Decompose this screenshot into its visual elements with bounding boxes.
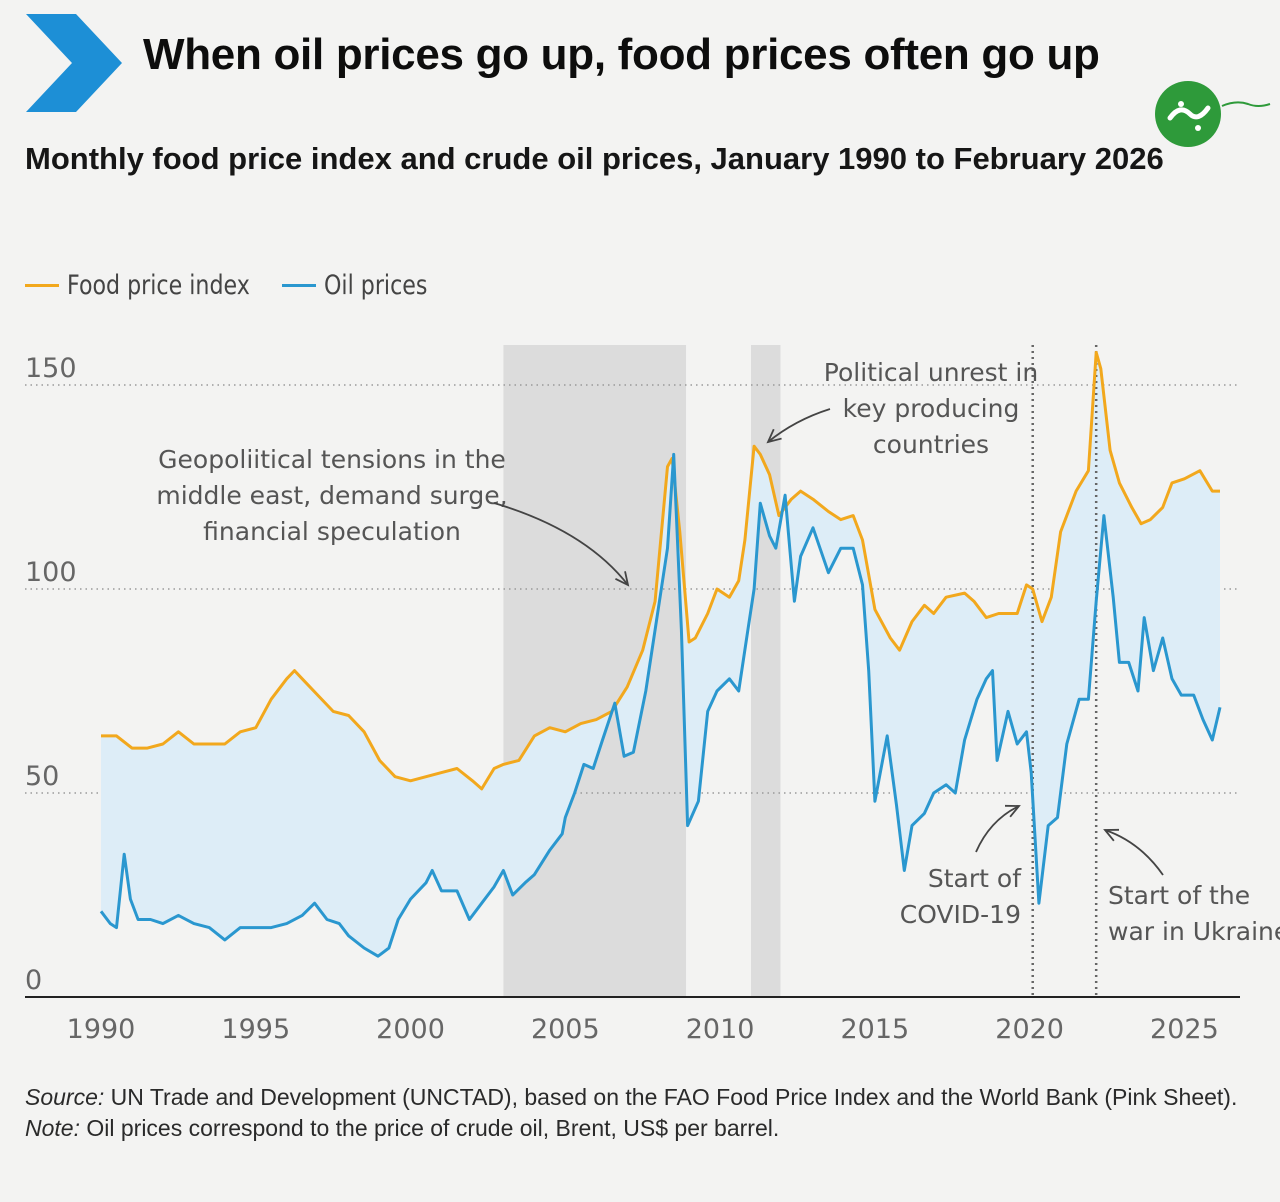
x-tick-label-1990: 1990 [67,1014,136,1045]
legend-label-oil: Oil prices [323,270,428,301]
note-text: Oil prices correspond to the price of cr… [79,1115,780,1141]
y-tick-label-0: 0 [25,965,42,996]
arrow-political-unrest-head [766,428,782,444]
y-tick-label-50: 50 [25,761,59,792]
x-tick-label-2015: 2015 [840,1014,909,1045]
annotation-covid: Start of COVID-19 [900,864,1022,929]
legend-swatch-food [25,284,59,287]
chart-legend: Food price index Oil prices [25,270,442,301]
annotation-geopolitical-line-1: middle east, demand surge, [156,481,507,510]
annotation-ukraine-war: Start of the war in Ukraine [1108,881,1280,946]
source-label: Source: [25,1084,105,1110]
legend-item-food: Food price index [25,270,260,301]
arrow-political-unrest-shaft [767,408,831,443]
arrow-covid-shaft [975,805,1020,853]
watermark-logo-icon [1155,81,1271,147]
annotation-ukraine-war-line-0: Start of the [1108,881,1250,910]
arrow-political-unrest [766,408,831,444]
chart-subtitle: Monthly food price index and crude oil p… [25,141,1164,176]
source-text: UN Trade and Development (UNCTAD), based… [104,1084,1238,1110]
food-price-line [101,350,1220,791]
annotation-geopolitical-line-2: financial speculation [203,517,461,546]
annotation-ukraine-war-line-1: war in Ukraine [1108,917,1280,946]
legend-swatch-oil [281,284,316,287]
arrow-ukraine-war-head [1103,828,1120,842]
shaded-period-1 [751,345,781,997]
x-tick-label-2005: 2005 [531,1014,600,1045]
annotation-political-unrest-line-1: key producing [843,394,1020,423]
x-tick-label-1995: 1995 [221,1014,290,1045]
x-tick-label-2000: 2000 [376,1014,445,1045]
annotation-covid-line-1: COVID-19 [900,900,1021,929]
shaded-period-0 [503,345,687,997]
legend-label-food: Food price index [67,270,250,301]
line-chart: 0 50 100 150 1990 1995 2000 2005 2010 2015 2020 202… [25,345,1280,1045]
gap-area [101,352,1220,957]
y-tick-label-150: 150 [25,353,77,384]
annotation-political-unrest-line-2: countries [873,430,989,459]
note-label: Note: [25,1115,80,1141]
arrow-geopolitical [493,502,630,587]
arrow-covid-head [1004,804,1021,818]
arrow-ukraine-war [1103,828,1164,876]
x-tick-label-2025: 2025 [1150,1014,1219,1045]
annotation-political-unrest: Political unrest in key producing countrie… [824,358,1038,459]
chart-footer: Source: UN Trade and Development (UNCTAD… [25,1082,1245,1144]
note: Note: Oil prices correspond to the price… [25,1113,1245,1144]
source-note: Source: UN Trade and Development (UNCTAD… [25,1082,1245,1113]
y-tick-label-100: 100 [25,557,77,588]
x-tick-label-2010: 2010 [686,1014,755,1045]
arrow-ukraine-war-shaft [1104,829,1164,876]
chevron-logo-icon [26,14,122,112]
annotation-covid-line-0: Start of [928,864,1022,893]
legend-item-oil: Oil prices [281,270,427,301]
arrow-covid [975,804,1021,853]
arrow-geopolitical-shaft [493,502,629,586]
x-tick-label-2020: 2020 [995,1014,1064,1045]
annotation-political-unrest-line-0: Political unrest in [824,358,1038,387]
arrow-geopolitical-head [615,571,630,587]
annotation-geopolitical: Geopoliitical tensions in the middle east… [156,445,507,546]
oil-price-line [99,452,1222,958]
page-title: When oil prices go up, food prices often… [143,30,1100,79]
annotation-geopolitical-line-0: Geopoliitical tensions in the [158,445,506,474]
